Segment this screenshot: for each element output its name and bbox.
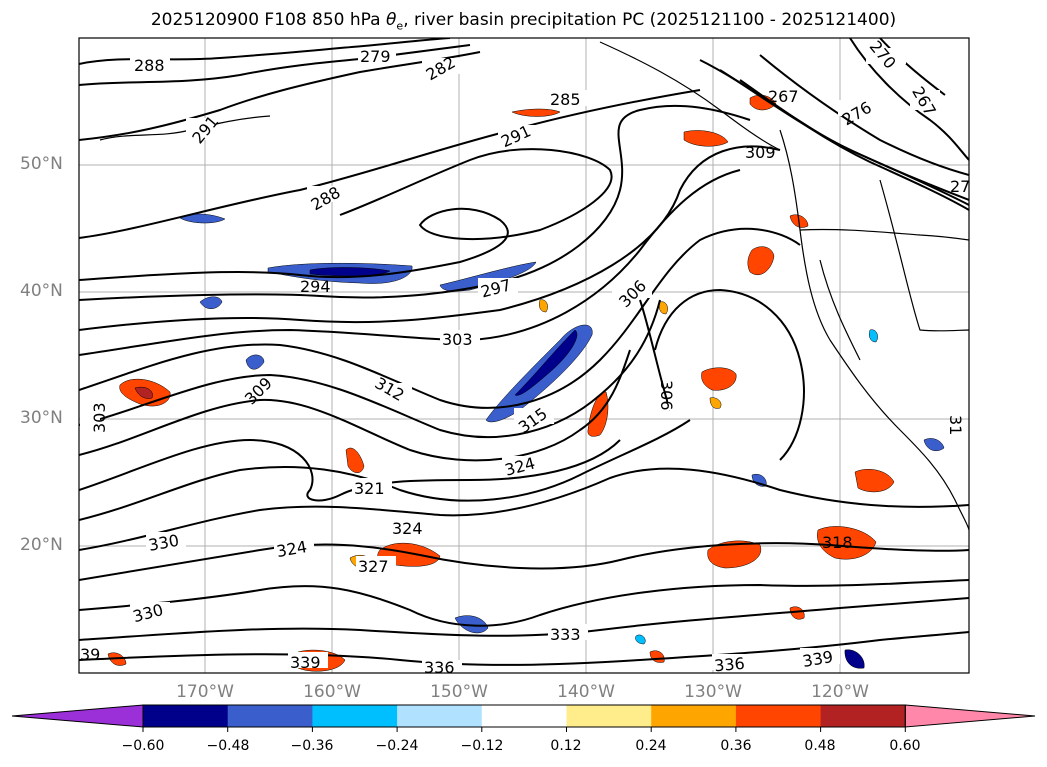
contour-label: 267 — [768, 87, 799, 106]
colorbar-cell — [397, 705, 483, 727]
contour-label: 309 — [745, 143, 776, 162]
lat-label-30n: 30°N — [20, 408, 63, 428]
contour-label: 303 — [90, 402, 109, 433]
colorbar-cell — [820, 705, 906, 727]
colorbar-tick: −0.24 — [375, 738, 419, 754]
contour-label: 324 — [392, 519, 423, 538]
colorbar-cell — [735, 705, 822, 727]
lat-label-20n: 20°N — [20, 535, 63, 555]
colorbar-tick: 0.60 — [889, 738, 921, 754]
colorbar-cell — [227, 705, 313, 727]
lat-label-50n: 50°N — [20, 154, 63, 174]
colorbar-cell — [143, 705, 229, 727]
colorbar-cell — [566, 705, 652, 727]
contour-label: 285 — [550, 90, 581, 109]
map-title: 2025120900 F108 850 hPa θe, river basin … — [150, 10, 897, 33]
colorbar — [11, 704, 1036, 732]
colorbar-extend-low — [11, 704, 144, 728]
colorbar-tick: 0.36 — [720, 738, 752, 754]
contour-label: 327 — [358, 557, 389, 576]
colorbar-extend-high — [904, 704, 1036, 728]
contour-label: 306 — [657, 380, 676, 411]
colorbar-cell — [312, 705, 398, 727]
colorbar-cell — [481, 705, 567, 727]
contour-label: 39 — [80, 645, 100, 664]
lon-label-130w: 130°W — [684, 682, 742, 702]
contour-label: 333 — [550, 625, 581, 644]
colorbar-outline — [142, 704, 906, 728]
colorbar-tick: 0.24 — [635, 738, 667, 754]
contour-label: 279 — [360, 47, 391, 66]
colorbar-tick: −0.48 — [206, 738, 250, 754]
map-frame — [78, 37, 970, 674]
lon-label-140w: 140°W — [557, 682, 615, 702]
contour-label: 336 — [424, 658, 455, 677]
colorbar-tick: 0.48 — [804, 738, 836, 754]
negative-precip-areas — [179, 213, 945, 669]
map-panel: 288 291 279 282 285 291 288 294 297 303 … — [78, 37, 970, 677]
colorbar-tick: −0.60 — [121, 738, 165, 754]
colorbar-tick: 0.12 — [550, 738, 582, 754]
colorbar-tick: −0.12 — [460, 738, 504, 754]
lon-label-150w: 150°W — [430, 682, 488, 702]
contour-label: 288 — [134, 56, 165, 75]
contour-label: 336 — [713, 654, 745, 676]
contour-label: 318 — [822, 533, 853, 552]
lat-label-40n: 40°N — [20, 281, 63, 301]
lon-label-160w: 160°W — [303, 682, 361, 702]
contour-label: 27 — [950, 177, 970, 196]
contour-label: 294 — [300, 277, 331, 296]
colorbar-cell — [651, 705, 737, 727]
theta-e-contours — [79, 38, 969, 666]
lon-label-120w: 120°W — [811, 682, 869, 702]
colorbar-cells — [11, 704, 1036, 728]
contour-label: 303 — [442, 330, 473, 349]
contour-label: 31 — [946, 415, 965, 435]
lon-label-170w: 170°W — [176, 682, 234, 702]
contour-label: 339 — [290, 653, 321, 672]
colorbar-tick: −0.36 — [290, 738, 334, 754]
contour-label: 321 — [354, 479, 385, 498]
